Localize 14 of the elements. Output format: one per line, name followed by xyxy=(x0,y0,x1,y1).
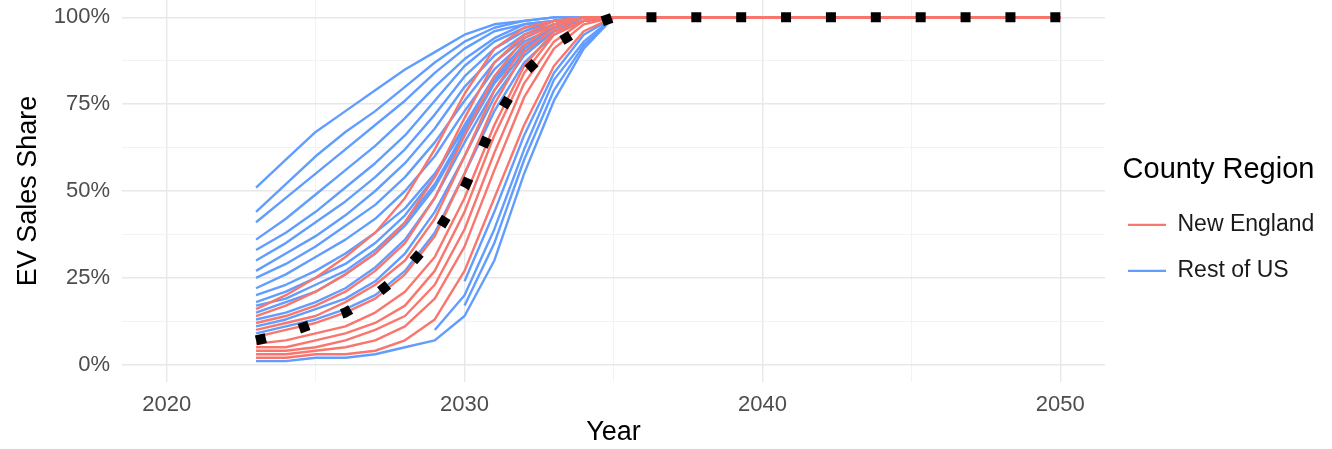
y-axis-title: EV Sales Share xyxy=(11,95,42,287)
y-tick-label: 100% xyxy=(53,3,110,29)
y-tick-label: 75% xyxy=(65,90,110,116)
x-axis-title: Year xyxy=(586,416,641,447)
legend-title: County Region xyxy=(1122,152,1315,185)
legend-label: New England xyxy=(1177,210,1315,237)
x-tick-label: 2020 xyxy=(142,391,192,417)
legend-label: Rest of US xyxy=(1177,256,1289,283)
y-tick-label: 25% xyxy=(65,263,110,289)
y-tick-label: 50% xyxy=(65,177,110,203)
x-tick-label: 2050 xyxy=(1035,391,1085,417)
y-tick-label: 0% xyxy=(78,350,110,376)
x-tick-label: 2030 xyxy=(440,391,490,417)
x-tick-label: 2040 xyxy=(737,391,787,417)
